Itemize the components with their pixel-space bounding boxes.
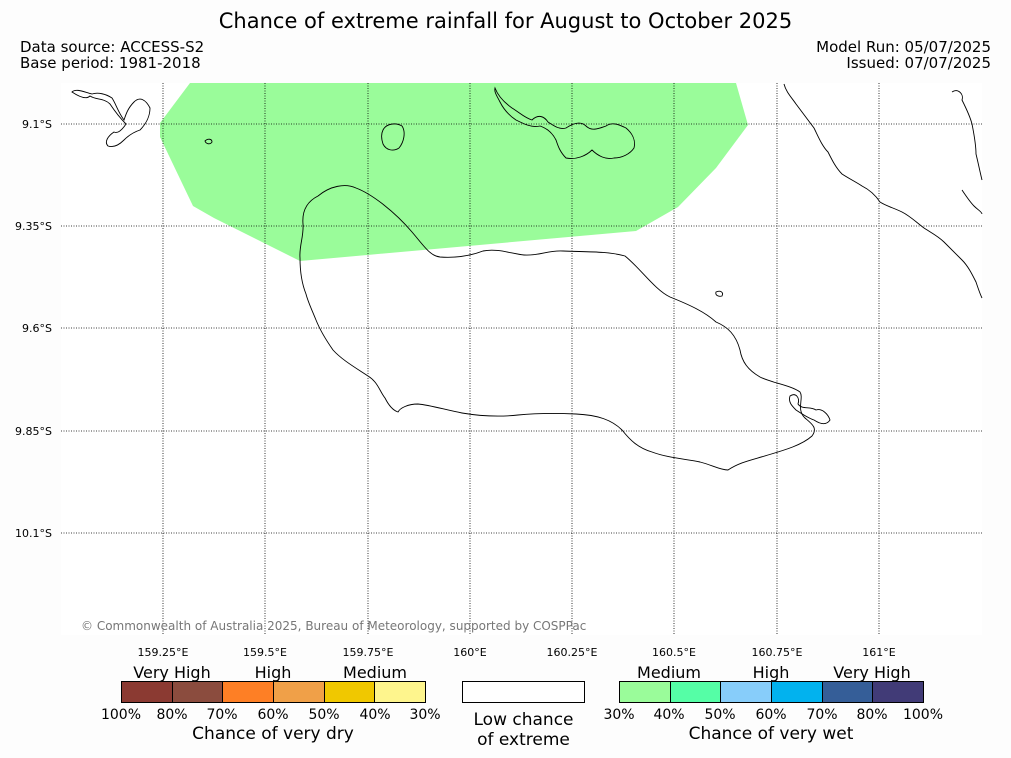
x-tick-label: 161°E: [862, 646, 896, 659]
western-islets-coast: [71, 89, 151, 147]
wet-swatch: [873, 682, 924, 702]
wet-tick-label: 30%: [603, 707, 635, 723]
rainfall-map: [61, 83, 983, 635]
wet-swatch: [772, 682, 823, 702]
y-tick-label: 9.35°S: [15, 220, 52, 233]
x-tick-label: 160°E: [453, 646, 487, 659]
dry-category-label: High: [254, 663, 292, 682]
wet-tick-label: 70%: [806, 707, 838, 723]
dry-tick-label: 80%: [156, 707, 188, 723]
wet-swatch: [670, 682, 722, 702]
metadata-right: Model Run: 05/07/2025 Issued: 07/07/2025: [816, 39, 991, 71]
wet-tick-label: 50%: [704, 707, 736, 723]
wet-tick-label: 60%: [755, 707, 787, 723]
inlet-coast: [715, 290, 723, 297]
wet-category-label: Medium: [637, 663, 701, 682]
dry-category-label: Medium: [343, 663, 407, 682]
dry-colorbar: [121, 681, 426, 703]
x-tick-label: 159.5°E: [243, 646, 287, 659]
map-title: Chance of extreme rainfall for August to…: [218, 9, 793, 33]
east-islets-coast: [789, 394, 831, 425]
dry-swatch: [274, 682, 325, 702]
dry-tick-label: 30%: [409, 707, 441, 723]
copyright-credit: © Commonwealth of Australia 2025, Bureau…: [81, 619, 587, 633]
issued-text: Issued: 07/07/2025: [846, 54, 991, 72]
dry-swatch: [324, 682, 376, 702]
dry-swatch: [223, 682, 275, 702]
dry-tick-label: 50%: [308, 707, 340, 723]
map-gridlines: [61, 83, 982, 635]
y-tick-label: 10.1°S: [15, 527, 52, 540]
dry-swatch: [122, 682, 173, 702]
wet-swatch: [721, 682, 773, 702]
model-run-text: Model Run: 05/07/2025: [816, 38, 991, 56]
dry-tick-label: 40%: [359, 707, 391, 723]
wet-swatch: [620, 682, 671, 702]
small-island-coast: [381, 123, 405, 151]
malaita-coast: [783, 83, 983, 299]
x-tick-label: 160.75°E: [751, 646, 803, 659]
low-chance-label: Low chance of extreme: [462, 710, 585, 750]
wet-legend-title: Chance of very wet: [688, 724, 854, 744]
dry-tick-label: 70%: [206, 707, 238, 723]
y-tick-label: 9.1°S: [22, 118, 52, 131]
x-tick-label: 159.25°E: [137, 646, 189, 659]
x-tick-label: 160.5°E: [652, 646, 696, 659]
dry-swatch: [375, 682, 426, 702]
ngella-coast: [961, 189, 983, 215]
wet-tick-label: 40%: [653, 707, 685, 723]
y-tick-label: 9.6°S: [22, 322, 52, 335]
base-period-text: Base period: 1981-2018: [20, 54, 201, 72]
savo-islet-coast: [204, 138, 213, 145]
x-tick-label: 160.25°E: [546, 646, 598, 659]
x-tick-label: 159.75°E: [342, 646, 394, 659]
dry-swatch: [172, 682, 224, 702]
dry-category-label: Very High: [133, 663, 211, 682]
wet-colorbar: [619, 681, 924, 703]
y-tick-label: 9.85°S: [15, 425, 52, 438]
dry-legend-title: Chance of very dry: [192, 724, 354, 744]
guadalcanal-coast: [299, 185, 815, 471]
coastline: [71, 83, 983, 471]
wet-swatch: [822, 682, 874, 702]
wet-tick-label: 80%: [856, 707, 888, 723]
florida-islands-coast: [494, 86, 635, 159]
dry-tick-label: 60%: [257, 707, 289, 723]
malaita-north-coast: [951, 90, 983, 181]
data-source-text: Data source: ACCESS-S2: [20, 38, 205, 56]
wet-category-label: High: [752, 663, 790, 682]
low-chance-swatch: [462, 681, 585, 703]
metadata-left: Data source: ACCESS-S2 Base period: 1981…: [20, 39, 204, 71]
low-chance-line2: of extreme: [477, 730, 570, 750]
dry-tick-label: 100%: [100, 707, 142, 723]
low-chance-line1: Low chance: [473, 710, 574, 730]
wet-category-label: Very High: [833, 663, 911, 682]
wet-tick-label: 100%: [902, 707, 944, 723]
